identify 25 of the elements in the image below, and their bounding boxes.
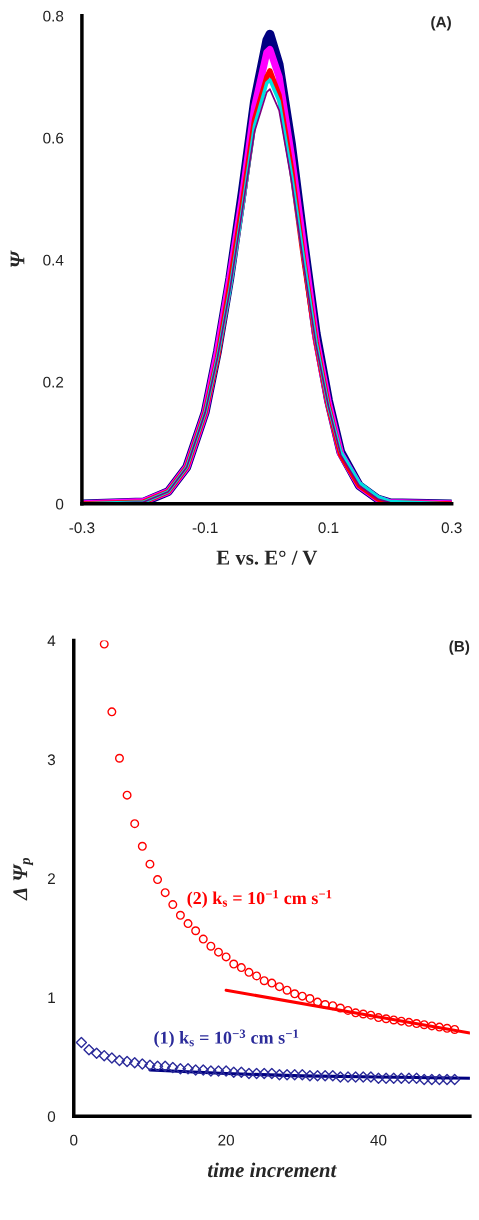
x-tick-label: 20 <box>218 1134 235 1146</box>
x-tick-label: -0.3 <box>69 522 95 534</box>
y-tick-label: 1 <box>48 992 55 1003</box>
x-tick-label: 0.1 <box>318 522 339 534</box>
y-axis-title: Ψ <box>10 250 25 267</box>
series-label: (1) k$_{s}$ = 10$^{−3}$ cm s$^{−1}$ <box>154 1029 299 1048</box>
y-tick-label: 0.2 <box>43 376 64 388</box>
x-tick-label: 40 <box>370 1134 387 1146</box>
y-axis-title: Δ Ψ$_{p}$ <box>13 857 34 901</box>
chart-title: (B) <box>449 640 470 655</box>
x-tick-label: -0.1 <box>192 522 218 534</box>
y-tick-label: 4 <box>47 635 56 647</box>
x-axis-title: E vs. E° / V <box>216 550 318 565</box>
chart-title: (A) <box>431 16 451 31</box>
y-tick-label: 0.8 <box>43 10 64 22</box>
x-tick-label: 0.3 <box>441 522 462 534</box>
series-label: (2) k$_{s}$ = 10$^{−1}$ cm s$^{−1}$ <box>187 889 332 908</box>
y-tick-label: 0.4 <box>43 254 64 266</box>
x-tick-label: 0 <box>70 1134 78 1146</box>
y-tick-label: 0 <box>47 1111 56 1122</box>
y-tick-label: 0 <box>55 498 64 510</box>
y-tick-label: 0.6 <box>43 132 64 144</box>
y-tick-label: 2 <box>47 873 55 884</box>
y-tick-label: 3 <box>47 754 56 766</box>
x-axis-title: time increment <box>207 1162 337 1178</box>
